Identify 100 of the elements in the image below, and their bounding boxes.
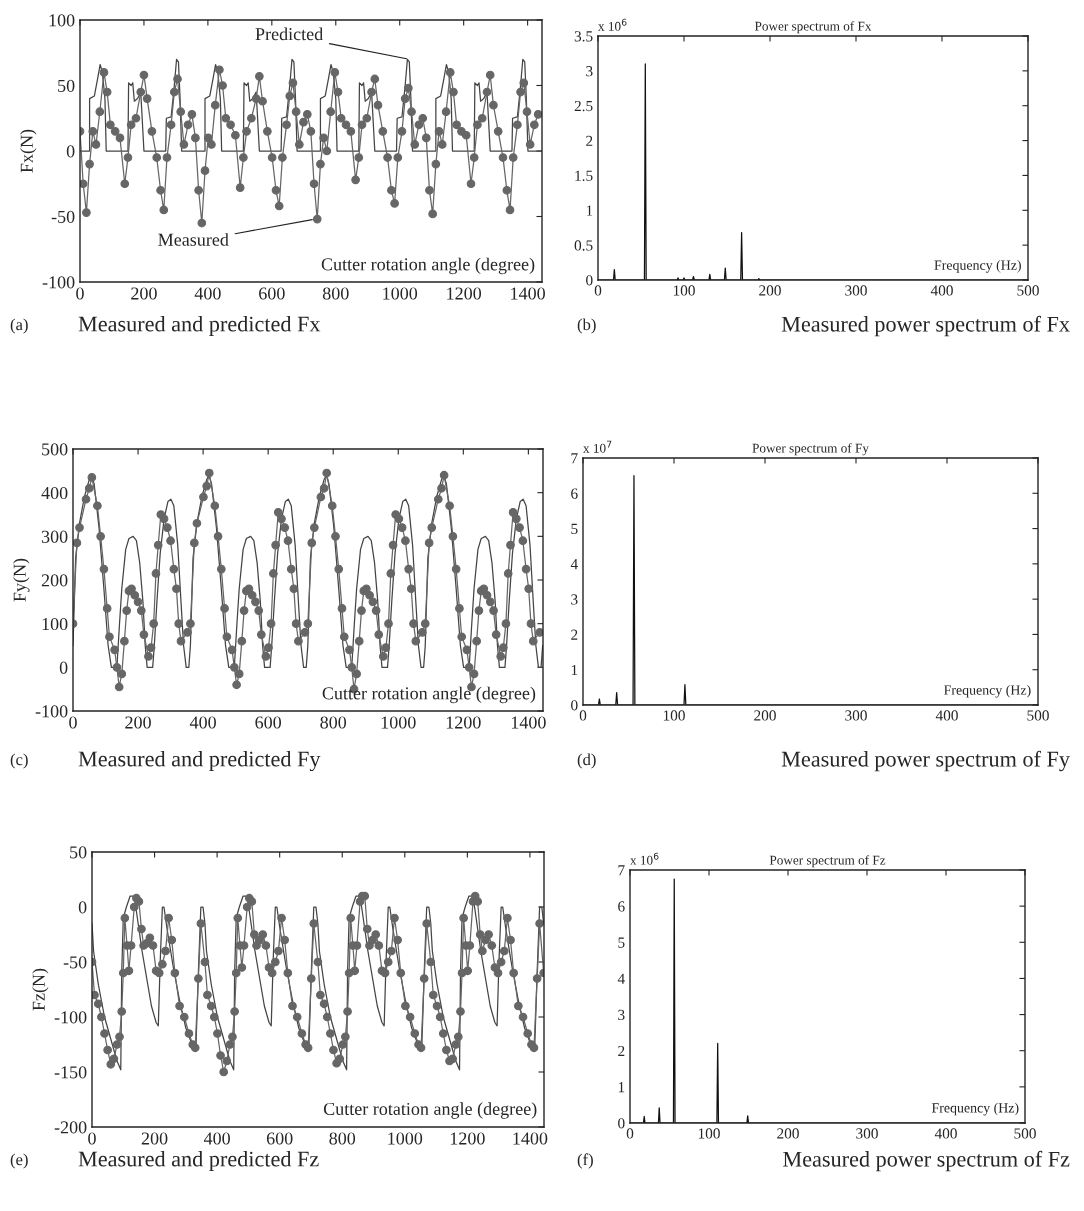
text: (f): [577, 1153, 593, 1169]
x-tick-label: 200: [759, 285, 781, 296]
x-tick-label: 400: [189, 716, 216, 729]
y-tick-label: -100: [54, 1011, 87, 1024]
text: (a): [10, 318, 28, 334]
y-tick-label: -100: [42, 276, 75, 289]
y-tick-label: 0: [66, 145, 75, 158]
x-tick-label: 400: [930, 285, 953, 296]
x-tick-label: 800: [329, 1132, 356, 1145]
y-tick-label: 300: [41, 530, 68, 543]
y-tick-label: 3: [586, 66, 593, 77]
text: Measured and predicted Fx: [78, 315, 321, 337]
x-tick-label: 1000: [388, 1132, 423, 1145]
x-tick-label: 1400: [511, 716, 546, 729]
y-tick-label: 200: [41, 574, 68, 587]
x-tick-label: 200: [777, 1128, 799, 1139]
x-tick-label: 400: [935, 710, 958, 721]
x-tick-label: 0: [594, 285, 602, 296]
y-tick-label: 0: [571, 700, 578, 711]
text: Measured power spectrum of Fz: [783, 1150, 1070, 1172]
y-tick-label: 6: [618, 901, 625, 912]
text: (c): [10, 753, 28, 769]
y-tick-label: 500: [42, 443, 68, 456]
y-tick-label: 0: [78, 901, 87, 914]
x-tick-label: 200: [141, 1132, 168, 1145]
x-axis-title: Frequency (Hz): [944, 684, 1031, 698]
chart-title: Power spectrum of Fy: [752, 443, 869, 456]
y-tick-label: 4: [570, 559, 578, 570]
text: x 10$^{6}$: [630, 852, 659, 865]
text: (e): [10, 1153, 28, 1169]
text: Measured and predicted Fy: [78, 750, 321, 772]
x-tick-label: 200: [125, 716, 151, 729]
x-tick-label: 300: [856, 1128, 878, 1139]
y-tick-label: -50: [51, 210, 75, 223]
y-tick-label: -100: [35, 705, 68, 718]
x-tick-label: 400: [194, 287, 221, 300]
x-tick-label: 100: [698, 1128, 720, 1139]
y-tick-label: 1: [618, 1082, 625, 1093]
x-tick-label: 200: [131, 287, 157, 300]
x-tick-label: 0: [626, 1128, 634, 1139]
y-axis-title: Fy(N): [13, 558, 30, 602]
annotation: Predicted: [255, 27, 323, 41]
y-tick-label: 50: [58, 79, 75, 92]
x-tick-label: 1400: [513, 1132, 548, 1145]
y-tick-label: 2: [586, 135, 593, 146]
x-tick-label: 300: [845, 710, 867, 721]
y-tick-label: 5: [618, 937, 625, 948]
text: Measured power spectrum of Fx: [781, 315, 1070, 337]
text: (d): [577, 753, 596, 769]
x-tick-label: 1000: [381, 716, 416, 729]
y-tick-label: 3: [618, 1009, 625, 1021]
x-tick-label: 0: [88, 1132, 96, 1145]
x-tick-label: 400: [934, 1128, 957, 1139]
text: Measured and predicted Fz: [78, 1150, 319, 1172]
y-tick-label: -150: [54, 1066, 87, 1079]
y-tick-label: 5: [571, 523, 578, 535]
x-tick-label: 500: [1017, 285, 1039, 296]
y-tick-label: 0.5: [574, 240, 593, 251]
x-axis-title: Cutter rotation angle (degree): [323, 1102, 537, 1119]
y-tick-label: 2: [571, 629, 578, 640]
y-tick-label: 100: [42, 617, 68, 631]
x-tick-label: 600: [259, 287, 285, 300]
y-tick-label: 3: [571, 594, 578, 605]
text: Measured power spectrum of Fy: [781, 750, 1070, 772]
x-tick-label: 600: [255, 716, 282, 729]
annotation: Measured: [158, 233, 229, 246]
y-tick-label: 1.5: [575, 170, 593, 181]
y-tick-label: 1: [571, 664, 578, 676]
y-tick-label: 6: [571, 488, 578, 499]
y-tick-label: 50: [70, 846, 87, 859]
y-axis-title: Fz(N): [32, 968, 49, 1011]
x-tick-label: 800: [322, 287, 349, 300]
x-tick-label: 300: [845, 285, 867, 296]
text: (b): [577, 318, 596, 334]
x-axis-title: Cutter rotation angle (degree): [322, 686, 536, 704]
y-tick-label: 7: [571, 453, 578, 464]
x-tick-label: 100: [673, 285, 695, 296]
y-tick-label: 0: [59, 661, 68, 674]
x-tick-label: 600: [266, 1132, 293, 1145]
y-tick-label: 1: [586, 205, 593, 216]
x-axis-title: Frequency (Hz): [934, 260, 1021, 273]
x-tick-label: 100: [663, 710, 685, 721]
y-tick-label: -50: [63, 956, 87, 969]
y-tick-label: 0: [586, 275, 593, 286]
y-tick-label: 2.5: [574, 100, 593, 112]
x-tick-label: 500: [1014, 1128, 1036, 1139]
x-tick-label: 1400: [511, 287, 545, 300]
x-tick-label: 500: [1027, 710, 1049, 721]
y-tick-label: 2: [618, 1045, 625, 1057]
x-axis-title: Cutter rotation angle (degree): [321, 257, 535, 275]
x-tick-label: 1200: [450, 1132, 485, 1145]
text: x 10$^{6}$: [598, 18, 627, 31]
y-axis-title: Fx(N): [20, 129, 37, 173]
x-tick-label: 1200: [447, 287, 482, 300]
x-tick-label: 200: [754, 710, 776, 721]
y-tick-label: 400: [41, 486, 68, 500]
y-tick-label: 3.5: [574, 31, 593, 42]
chart-title: Power spectrum of Fz: [769, 855, 886, 868]
text: x 10$^{7}$: [583, 440, 612, 453]
x-tick-label: 400: [203, 1132, 230, 1145]
